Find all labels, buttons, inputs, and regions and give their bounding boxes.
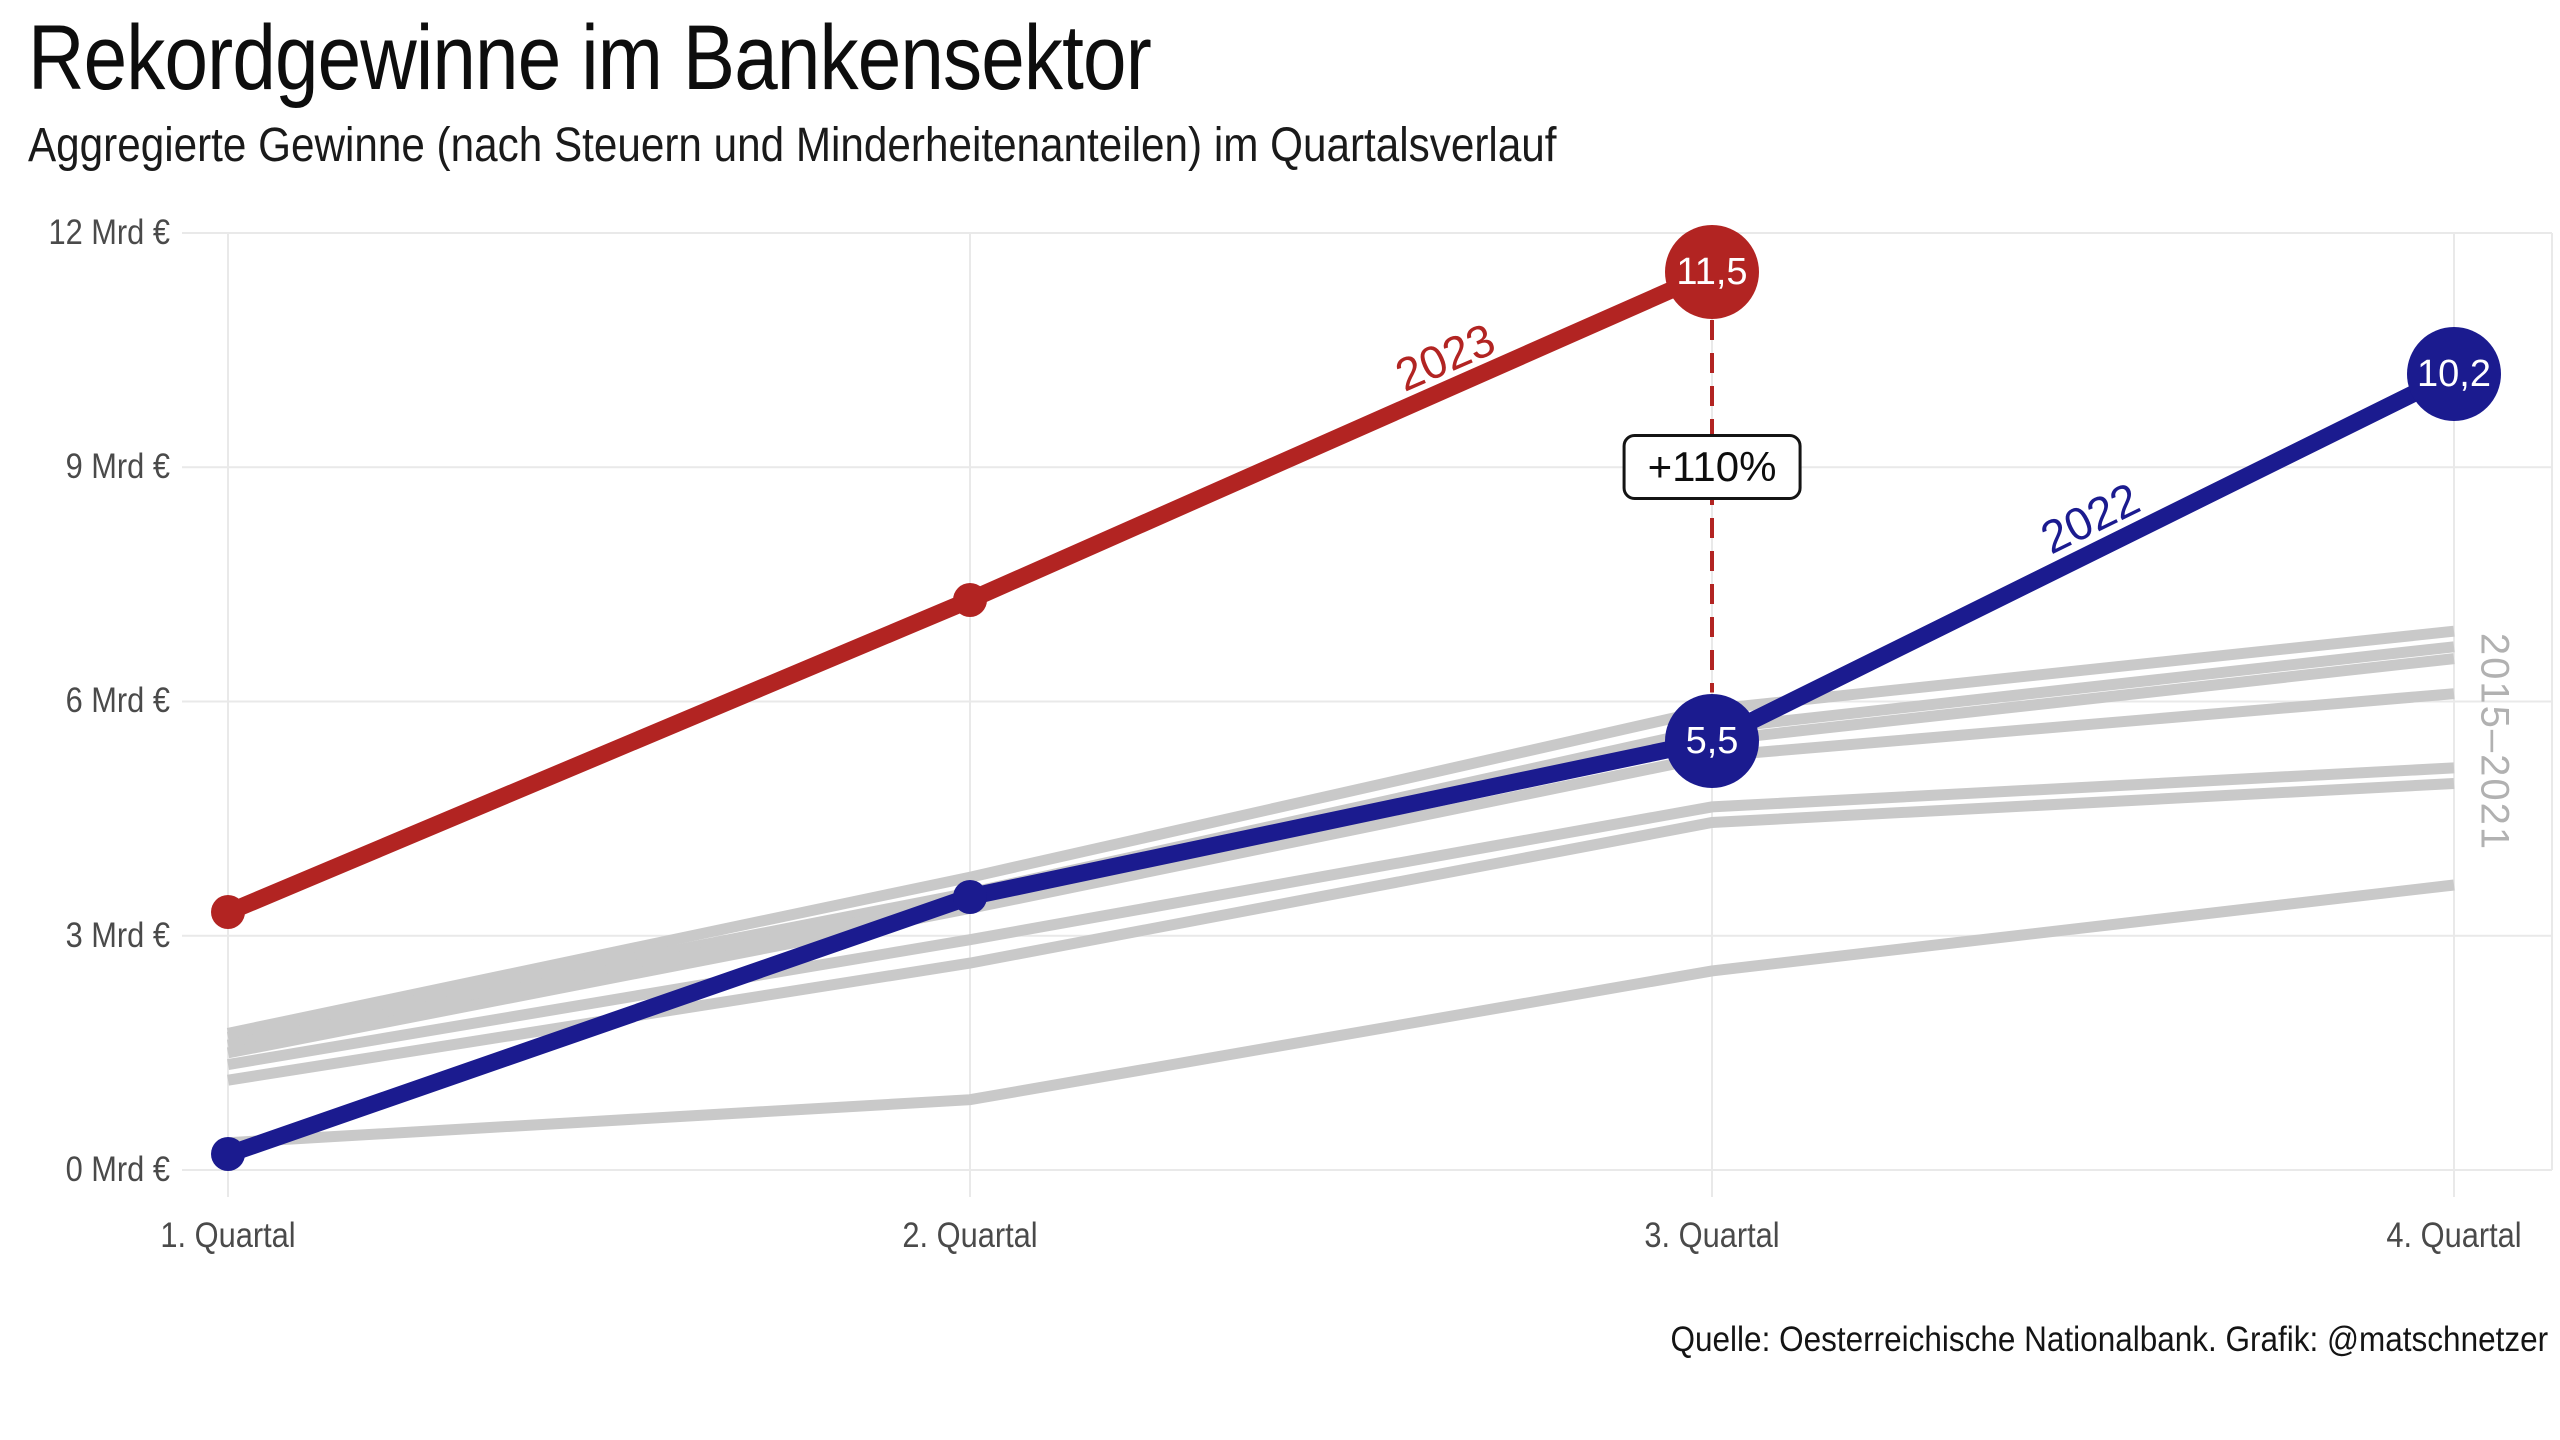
- marker-2023-q1: [211, 895, 245, 929]
- series-line-2022: [225, 365, 2458, 1163]
- percent-change-callout: +110%: [1622, 434, 1802, 500]
- value-marker-2022-q4: 10,2: [2407, 327, 2501, 421]
- x-tick-q4: 4. Quartal: [2386, 1216, 2522, 1255]
- marker-2022-q1: [211, 1137, 245, 1171]
- value-label-2022-q3: 5,5: [1685, 719, 1739, 762]
- value-label-2023-q3: 11,5: [1676, 250, 1748, 293]
- page-title: Rekordgewinne im Bankensektor: [28, 7, 1152, 109]
- marker-2022-q2: [953, 880, 987, 914]
- gridline: [228, 0, 1197, 233]
- y-tick-3: 3 Mrd €: [65, 916, 170, 955]
- gridline: [1197, 0, 1712, 233]
- gridline: [1197, 0, 2454, 233]
- y-tick-6: 6 Mrd €: [65, 681, 170, 720]
- gridline: [970, 0, 1197, 233]
- y-tick-9: 9 Mrd €: [65, 447, 170, 486]
- background-line-6: [227, 879, 2455, 1149]
- background-line-4: [227, 762, 2455, 1071]
- value-marker-2023-q3: 11,5: [1665, 225, 1759, 319]
- page-subtitle: Aggregierte Gewinne (nach Steuern und Mi…: [28, 119, 1557, 172]
- marker-2023-q2: [953, 583, 987, 617]
- source-credit: Quelle: Oesterreichische Nationalbank. G…: [1670, 1320, 2548, 1359]
- x-tick-q1: 1. Quartal: [160, 1216, 296, 1255]
- background-line-0: [226, 625, 2455, 1039]
- background-line-3: [226, 688, 2455, 1059]
- y-tick-12: 12 Mrd €: [48, 213, 170, 252]
- series-label-2015-2021: 2015–2021: [2472, 632, 2517, 852]
- value-marker-2022-q3: 5,5: [1665, 694, 1759, 788]
- y-tick-0: 0 Mrd €: [65, 1150, 170, 1189]
- x-tick-q2: 2. Quartal: [902, 1216, 1038, 1255]
- x-tick-q3: 3. Quartal: [1644, 1216, 1780, 1255]
- value-label-2022-q4: 10,2: [2417, 352, 2491, 395]
